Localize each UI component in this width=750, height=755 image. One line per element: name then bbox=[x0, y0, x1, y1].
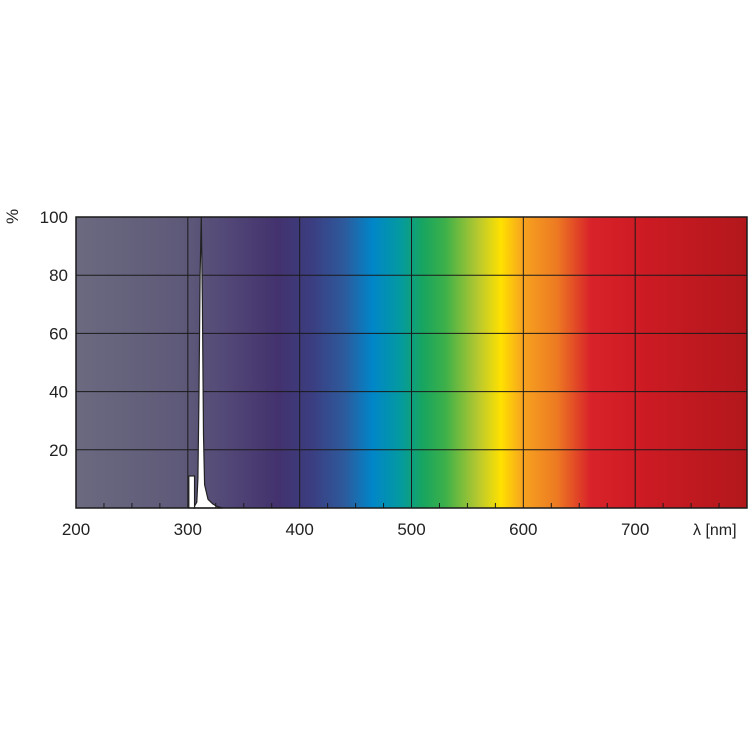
y-tick-label: 60 bbox=[49, 324, 68, 343]
plot-frame bbox=[75, 216, 748, 509]
frame bbox=[75, 216, 748, 509]
ticks: 20 40 60 80 100 200 300 400 500 600 700 bbox=[40, 208, 720, 539]
x-tick-label: 700 bbox=[621, 520, 649, 539]
y-axis-label: % bbox=[3, 209, 22, 224]
x-tick-label: 300 bbox=[174, 520, 202, 539]
x-axis-label: λ [nm] bbox=[693, 522, 737, 539]
y-tick-label: 40 bbox=[49, 383, 68, 402]
y-tick-label: 100 bbox=[40, 208, 68, 227]
x-tick-label: 500 bbox=[397, 520, 425, 539]
grid bbox=[76, 216, 747, 508]
y-tick-label: 80 bbox=[49, 266, 68, 285]
spectral-bar bbox=[188, 475, 196, 509]
x-tick-label: 200 bbox=[62, 520, 90, 539]
x-tick-label: 400 bbox=[285, 520, 313, 539]
x-tick-label: 600 bbox=[509, 520, 537, 539]
y-tick-label: 20 bbox=[49, 441, 68, 460]
